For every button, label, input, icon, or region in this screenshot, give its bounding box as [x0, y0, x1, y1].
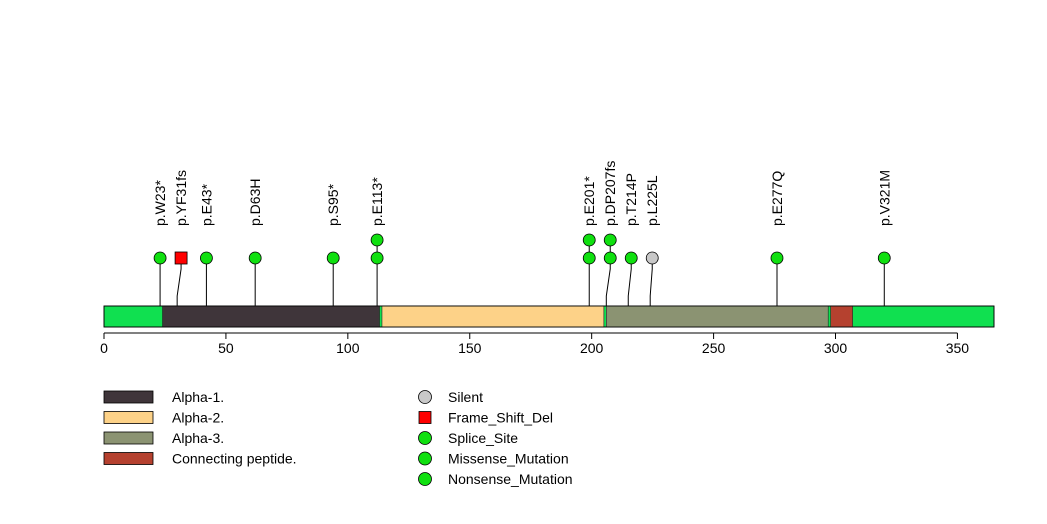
x-tick-label: 50	[218, 340, 234, 356]
domain-legend-swatch	[103, 390, 154, 404]
mutation-label: p.V321M	[876, 170, 892, 226]
domain-3	[606, 305, 829, 328]
mutation-label: p.S95*	[325, 183, 341, 226]
domain-legend-swatch	[103, 452, 154, 465]
mutation-marker-circle	[582, 251, 596, 265]
mutation-marker-circle	[370, 233, 384, 247]
mutation-label: p.E43*	[198, 183, 214, 226]
mutation-label: p.E113*	[369, 177, 385, 226]
mutation-legend-circle	[418, 451, 432, 466]
mutation-marker-circle	[370, 251, 384, 265]
domain-1	[162, 305, 380, 328]
mutation-legend: Silent Frame_Shift_Del Splice_Site Missense…	[418, 389, 573, 487]
mutation-marker-circle	[603, 251, 617, 265]
mutation-stem	[176, 258, 182, 306]
x-axis: 0 50 100 150 200 250 300 350	[100, 332, 970, 356]
domain-legend-label: Alpha-2.	[172, 410, 224, 426]
mutation-stem	[627, 258, 632, 306]
domain-legend-swatch	[103, 431, 154, 445]
x-tick-label: 300	[824, 340, 848, 356]
domain-legend-swatch	[103, 411, 154, 424]
mutation-legend-square	[418, 411, 432, 424]
protein-backbone-outline	[103, 305, 995, 328]
mutation-legend-label: Splice_Site	[448, 430, 518, 446]
mutation-marker-circle	[248, 251, 262, 265]
x-tick-label: 150	[458, 340, 482, 356]
mutation-label: p.T214P	[623, 173, 639, 226]
mutation-label: p.YF31fs	[173, 170, 189, 226]
domain-legend: Alpha-1. Alpha-2. Alpha-3. Connecting pepti…	[103, 389, 297, 467]
mutation-legend-label: Silent	[448, 389, 483, 405]
mutation-labels-group: p.W23* p.YF31fs p.E43* p.D63H p.S95* p.E113* p…	[152, 161, 892, 226]
domain-2	[381, 305, 605, 328]
x-tick-label: 100	[336, 340, 360, 356]
mutation-label: p.L225L	[644, 175, 660, 226]
mutation-marker-circle	[200, 251, 213, 265]
domain-4	[830, 305, 853, 328]
mutation-marker-circle	[582, 233, 596, 247]
mutation-marker-circle	[770, 251, 784, 265]
mutation-legend-circle	[418, 472, 432, 486]
mutation-stems-group	[159, 240, 885, 306]
mutation-stem	[649, 258, 653, 306]
mutation-marker-circle	[326, 251, 340, 265]
domain-legend-label: Alpha-1.	[172, 389, 224, 405]
mutation-legend-label: Missense_Mutation	[448, 451, 569, 467]
mutation-legend-circle	[418, 390, 432, 404]
x-tick-label: 350	[946, 340, 970, 356]
mutation-legend-label: Nonsense_Mutation	[448, 471, 573, 487]
mutation-marker-circle	[153, 251, 167, 265]
mutation-marker-circle	[624, 251, 638, 265]
mutation-label: p.E201*	[581, 176, 597, 226]
x-tick-label: 0	[100, 340, 108, 356]
mutation-label: p.E277Q	[769, 171, 785, 226]
mutation-markers-group	[153, 233, 891, 265]
x-tick-label: 200	[580, 340, 604, 356]
x-tick-label: 250	[702, 340, 726, 356]
mutation-marker-circle	[877, 251, 891, 265]
domain-legend-label: Connecting peptide.	[172, 451, 297, 467]
mutation-label: p.W23*	[152, 180, 168, 226]
protein-backbone-group	[103, 305, 995, 328]
mutation-label: p.D63H	[247, 179, 263, 226]
mutation-marker-square	[174, 251, 188, 265]
mutation-stem	[605, 258, 611, 306]
domain-legend-label: Alpha-3.	[172, 430, 224, 446]
mutation-marker-circle	[645, 251, 659, 265]
mutation-label: p.DP207fs	[602, 161, 618, 226]
mutation-legend-label: Frame_Shift_Del	[448, 410, 553, 426]
mutation-marker-circle	[603, 233, 617, 247]
mutation-legend-circle	[418, 431, 432, 445]
